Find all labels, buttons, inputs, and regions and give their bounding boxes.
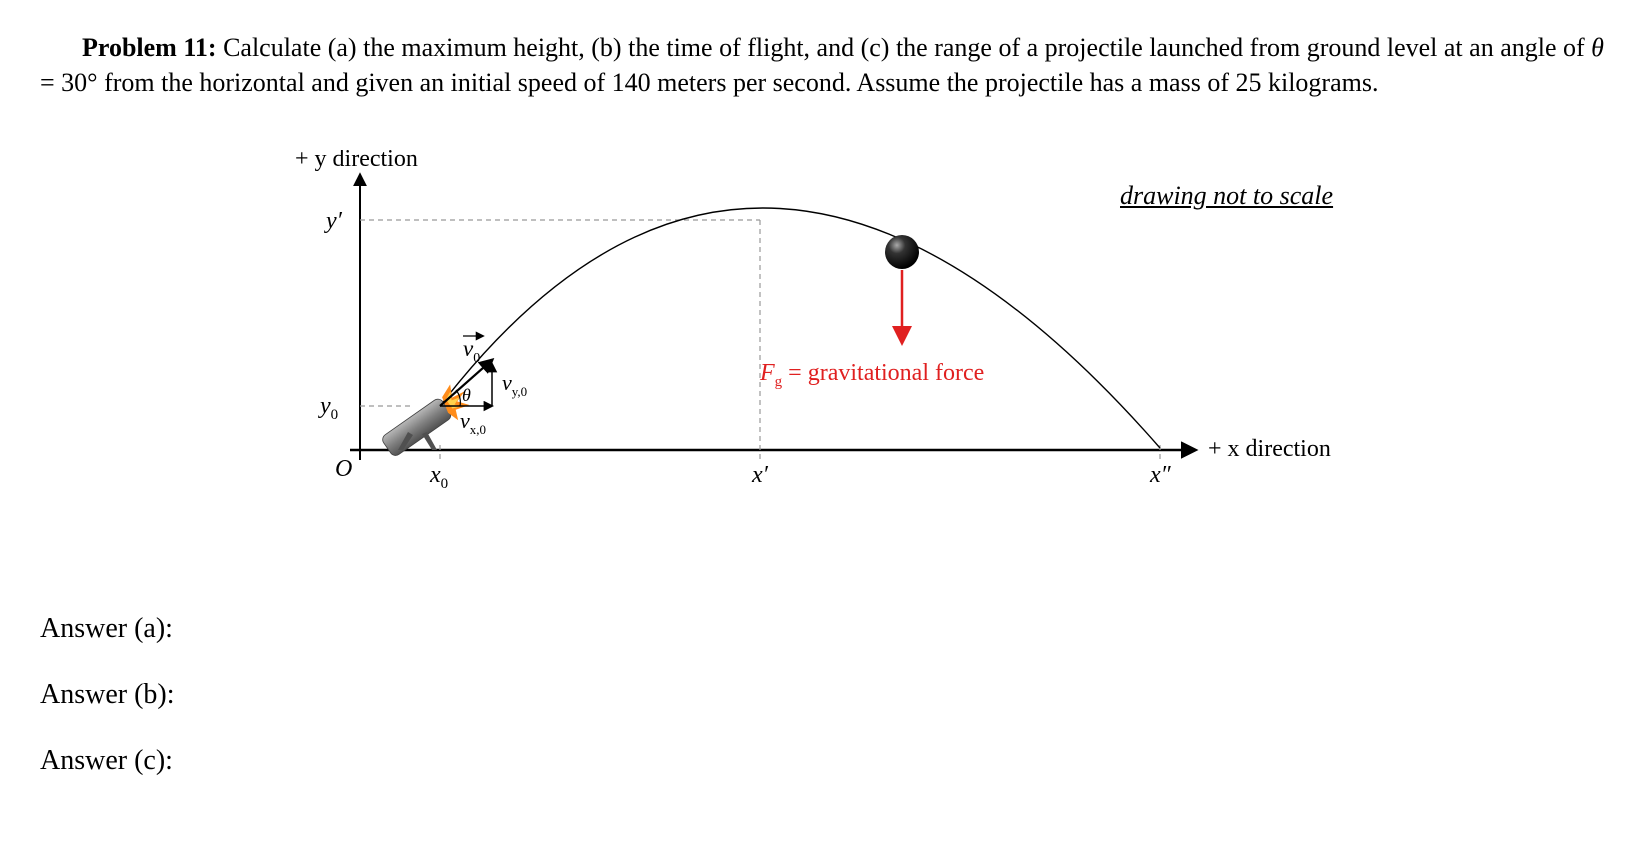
answer-c-label: Answer (c): (40, 742, 1612, 780)
eq-sign: = (40, 68, 61, 97)
xprime-label: x′ (751, 462, 769, 488)
xdprime-label: x″ (1149, 462, 1172, 488)
problem-text-1: Calculate (a) the maximum height, (b) th… (217, 33, 1592, 62)
theta-angle-label: θ (462, 385, 471, 405)
problem-label: Problem 11: (82, 33, 217, 62)
projectile-diagram: + y direction + x direction O y′ y0 x0 x… (40, 150, 1612, 580)
trajectory-curve (440, 208, 1160, 448)
problem-text-2: from the horizontal and given an initial… (98, 68, 1379, 97)
x-direction-label: + x direction (1208, 436, 1331, 462)
x0-label: x0 (429, 462, 448, 492)
y-direction-label: + y direction (295, 150, 418, 172)
theta-symbol: θ (1591, 33, 1604, 62)
answer-a-label: Answer (a): (40, 610, 1612, 648)
vy0-label: vy,0 (502, 370, 527, 399)
fg-label: Fg = gravitational force (759, 360, 984, 390)
projectile-ball-icon (885, 235, 919, 269)
problem-statement: Problem 11: Calculate (a) the maximum he… (40, 30, 1612, 100)
v0-label: v0 (463, 336, 480, 366)
y0-label: y0 (318, 393, 338, 423)
origin-label: O (335, 456, 352, 482)
vx0-label: vx,0 (460, 408, 486, 437)
angle-value: 30° (61, 68, 97, 97)
answers-block: Answer (a): Answer (b): Answer (c): (40, 610, 1612, 779)
answer-b-label: Answer (b): (40, 676, 1612, 714)
scale-note: drawing not to scale (1120, 178, 1333, 213)
yprime-label: y′ (324, 208, 343, 234)
